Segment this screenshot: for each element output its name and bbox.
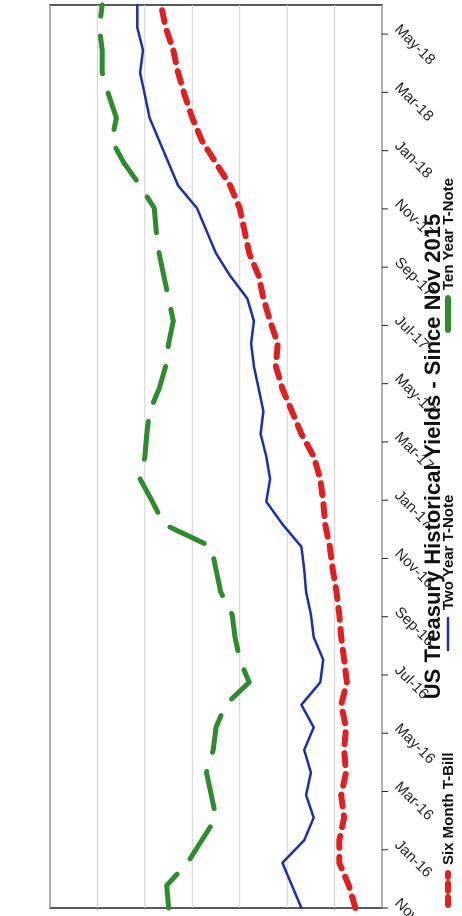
- series-line-3: [96, 2, 252, 911]
- x-tick-label: May-16: [391, 720, 438, 767]
- x-tick-label: Jan-18: [391, 137, 435, 181]
- plot-area: [49, 4, 383, 909]
- x-tick-label: Mar-18: [391, 79, 437, 125]
- x-tick-label: Mar-16: [391, 778, 437, 824]
- legend-label: Two Year T-Note: [440, 495, 457, 610]
- x-tick-label: Nov-15: [391, 895, 437, 916]
- x-tick-label: Jan-16: [391, 837, 435, 881]
- chart-title: US Treasury Historical Yields - Since No…: [420, 214, 445, 699]
- legend-label: Ten Year T-Note: [440, 178, 457, 290]
- series-line-2: [136, 3, 325, 910]
- legend-label: Six Month T-Bill: [440, 753, 457, 866]
- x-tick-label: May-18: [391, 21, 438, 68]
